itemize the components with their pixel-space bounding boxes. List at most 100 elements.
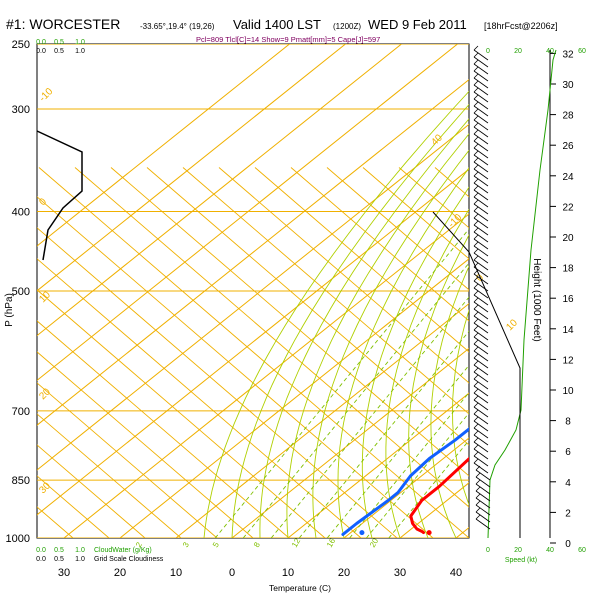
wind-barb-flag: [473, 220, 479, 226]
height-tick-label: 28: [562, 111, 574, 122]
wind-barb: [473, 448, 489, 460]
wind-barb: [473, 434, 489, 446]
wind-barb: [473, 77, 489, 89]
mixing-ratio-line: [366, 412, 469, 538]
wind-barb: [473, 154, 489, 166]
wind-barb-flag: [473, 101, 479, 107]
wind-barb: [473, 231, 489, 243]
grid-lines: [37, 44, 600, 538]
wind-barb-flag: [473, 430, 479, 436]
cloud-temp-tick-label: 20: [114, 567, 126, 579]
moist-adiabat-line: [286, 133, 469, 538]
moist-adiabat-line: [361, 186, 469, 538]
isotherm-line: [37, 44, 346, 292]
wind-barb-flag: [473, 115, 479, 121]
wind-barb: [473, 252, 489, 264]
wind-barb: [473, 308, 489, 320]
valid-time: Valid 1400 LST: [233, 17, 321, 32]
wind-barb-flag: [473, 444, 479, 450]
dry-adiabat-line: [37, 475, 110, 538]
cloud-temp-tick-label: 30: [58, 567, 70, 579]
speed-bottom-tick: 60: [578, 547, 586, 554]
wind-barb-flag: [473, 45, 479, 51]
dry-adiabat-line: [254, 167, 469, 353]
wind-barb: [473, 315, 489, 327]
height-tick-label: 32: [562, 49, 574, 60]
wind-barb-flag: [473, 339, 479, 345]
height-tick-label: 8: [565, 417, 571, 428]
wind-barb-flag: [473, 332, 479, 338]
wind-barb-flag: [475, 486, 481, 492]
pressure-tick-label: 300: [12, 104, 30, 116]
wind-barb: [473, 280, 489, 292]
cloudwater-top-tick: 1.0: [75, 39, 85, 46]
wind-barb-flag: [473, 157, 479, 163]
wind-barb-flag: [473, 290, 479, 296]
wind-barb-flag: [473, 381, 479, 387]
dry-adiabat-line: [37, 444, 146, 538]
temperature-tick-label: 30: [394, 567, 406, 579]
moist-adiabat-line: [231, 104, 469, 538]
surface_temp-marker: [426, 530, 432, 536]
isotherm-line: [37, 44, 402, 337]
utc-time: (1200Z): [333, 22, 361, 31]
mixing-ratio-label: 2: [134, 540, 144, 549]
wind-barb: [473, 420, 489, 432]
dewpoint-line: [341, 427, 469, 536]
moist-adiabat-line: [408, 234, 469, 538]
isotherm-line: [512, 44, 600, 538]
speed-axis-label: Speed (kt): [505, 557, 537, 564]
height-tick-label: 2: [565, 508, 571, 519]
mixing-ratio-label: 3: [181, 540, 191, 549]
wind-barb-flag: [473, 395, 479, 401]
parcel-indices: Pcl=809 Tlcl[C]=14 Show=9 Pmatt[mm]=5 Ca…: [196, 35, 380, 44]
dry-adiabat-line: [37, 382, 218, 538]
height-tick-label: 24: [562, 172, 574, 183]
wind-barb: [473, 462, 489, 474]
isotherm-line: [37, 78, 469, 426]
wind-barb: [473, 210, 489, 222]
mixing-ratio-line: [214, 228, 469, 538]
forecast-tag: [18hrFcst@2206z]: [484, 21, 558, 31]
speed-bottom-tick: 20: [514, 547, 522, 554]
wind-barb: [473, 98, 489, 110]
isotherm-line: [119, 258, 469, 538]
wind-barb: [473, 378, 489, 390]
wind-barb-flag: [473, 192, 479, 198]
cloudiness-bottom-tick: 0.0: [36, 556, 46, 563]
cloudiness-top-tick: 1.0: [75, 48, 85, 55]
height-axis-title: Height (1000 Feet): [531, 258, 542, 341]
speed-top-tick: 0: [486, 48, 490, 55]
wind-barb-flag: [473, 213, 479, 219]
wind-barb-flag: [475, 479, 481, 485]
moist-adiabat-line: [452, 308, 469, 506]
wind-barb-flag: [475, 507, 481, 513]
wind-barb-flag: [475, 500, 481, 506]
x-axis-title: Temperature (C): [269, 583, 331, 593]
mixing-ratio-label: 8: [252, 540, 262, 549]
wind-barb: [473, 91, 489, 103]
isotherm-label: 10: [504, 317, 520, 333]
dry-adiabat-line: [362, 167, 469, 260]
height-tick-label: 6: [565, 447, 571, 458]
isotherm-line: [37, 123, 469, 471]
wind-barb: [473, 133, 489, 145]
height-tick-label: 10: [562, 386, 574, 397]
dry-adiabat-line: [37, 320, 290, 538]
wind-barb-flag: [473, 73, 479, 79]
height-tick-label: 4: [565, 478, 571, 489]
wind-barb-flag: [473, 59, 479, 65]
wind-barb-flag: [473, 276, 479, 282]
y-axis-title: P (hPa): [4, 293, 15, 327]
surface_dew-marker: [359, 530, 365, 536]
wind-barb-flag: [473, 437, 479, 443]
station-coords: -33.65°,19.4° (19,26): [140, 22, 215, 31]
wind-barb: [473, 273, 489, 285]
wind-barb-flag: [473, 325, 479, 331]
moist-adiabat-line: [337, 167, 469, 538]
forecast-date: WED 9 Feb 2011: [368, 17, 467, 32]
wind-barb-flag: [473, 52, 479, 58]
wind-boundary-line: [432, 211, 521, 538]
